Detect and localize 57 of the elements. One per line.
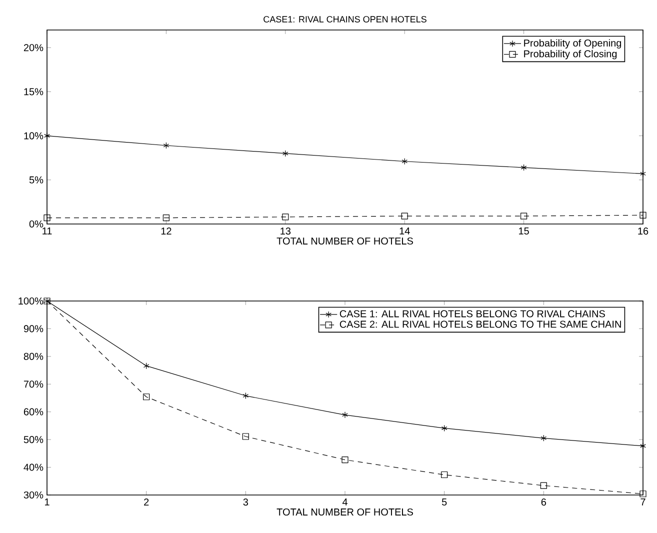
y-tick-label: 60%: [24, 408, 44, 416]
legend-label: Probability of Closing: [524, 50, 617, 60]
x-tick-label: 6: [541, 498, 546, 506]
point: [520, 212, 528, 220]
legend-label: CASE 2: ALL RIVAL HOTELS BELONG TO THE SAME CHAIN: [340, 320, 621, 328]
y-tick-label: 90%: [24, 325, 44, 332]
x-tick-label: 2: [144, 498, 149, 506]
x-tick-label: 15: [519, 228, 529, 234]
legend-label: CASE 1: ALL RIVAL HOTELS BELONG TO RIVAL CHAINS: [340, 310, 605, 318]
y-tick-label: 5%: [29, 176, 44, 184]
point: [402, 158, 408, 165]
y-tick-label: 100%: [18, 297, 44, 305]
y-tick-label: 0%: [29, 220, 44, 228]
y-tick-label: 20%: [24, 44, 44, 52]
x-axis-title: TOTAL NUMBER OF HOTELS: [276, 508, 413, 516]
point: [441, 424, 448, 432]
point: [342, 412, 348, 418]
point: [242, 392, 249, 400]
x-tick-label: 4: [342, 498, 348, 506]
x-axis-title: TOTAL NUMBER OF HOTELS: [276, 237, 413, 245]
y-tick-label: 80%: [24, 352, 44, 360]
point: [540, 434, 547, 442]
y-tick-label: 10%: [24, 132, 44, 140]
x-tick-label: 16: [638, 228, 648, 235]
x-tick-label: 13: [280, 228, 291, 235]
y-tick-label: 15%: [24, 88, 44, 96]
y-tick-label: 50%: [24, 436, 44, 444]
y-tick-label: 30%: [24, 491, 44, 499]
x-tick-label: 11: [42, 228, 52, 234]
point: [44, 132, 50, 140]
point: [282, 150, 288, 157]
x-tick-label: 12: [161, 228, 172, 235]
x-tick-label: 7: [640, 498, 646, 506]
point: [540, 482, 547, 489]
point: [242, 433, 249, 440]
legend-label: Probability of Opening: [524, 39, 622, 49]
point: [143, 362, 150, 370]
y-tick-label: 40%: [24, 464, 44, 471]
point: [401, 212, 408, 220]
chart-title: CASE1: RIVAL CHAINS OPEN HOTELS: [264, 16, 426, 22]
x-tick-label: 3: [243, 498, 248, 506]
x-tick-label: 5: [442, 498, 447, 506]
point: [640, 490, 646, 498]
x-tick-label: 1: [44, 498, 50, 506]
point: [640, 212, 646, 218]
point: [163, 142, 170, 149]
point: [342, 456, 348, 464]
point: [640, 170, 646, 178]
point: [640, 442, 646, 450]
point: [520, 164, 527, 171]
x-tick-label: 14: [400, 228, 410, 234]
point: [441, 471, 448, 478]
point: [282, 214, 289, 220]
point: [162, 214, 170, 222]
point: [143, 394, 150, 400]
point: [44, 214, 50, 222]
y-tick-label: 70%: [24, 380, 44, 388]
